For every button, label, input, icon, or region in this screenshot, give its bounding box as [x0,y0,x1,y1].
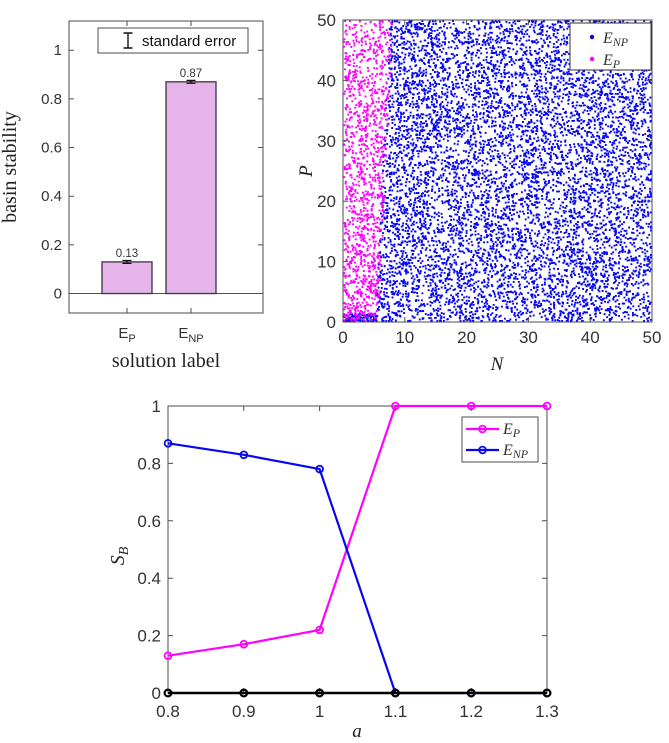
plot-box [68,20,264,314]
series-line-ENP [167,442,547,695]
scatter-legend: ENP EP [569,22,652,71]
ep-point-cloud [343,20,393,322]
y-tick-label: 20 [317,192,336,211]
marker [391,401,400,411]
y-tick-label: 0 [54,286,62,303]
x-tick-label: 50 [643,328,662,347]
x-tick-label: EP [118,325,135,345]
y-tick-label: 0.6 [137,512,161,531]
error-bar-icon [123,32,133,49]
legend-marker-icon [478,424,487,434]
bar-legend: standard error [97,27,249,54]
marker [390,688,400,698]
enp-point-cloud [343,20,652,322]
y-axis-label: basin stability [0,111,21,223]
ep-marker-icon [589,56,595,62]
marker [239,450,249,460]
marker [315,625,324,635]
x-axis-label: N [490,354,505,375]
y-tick-label: 0.8 [41,91,62,108]
marker [163,651,173,661]
x-tick-label: 0.9 [232,702,256,721]
y-tick-label: 10 [317,253,336,272]
y-tick-label: 50 [317,11,336,30]
bar-chart-basin-stability: 0.13 0.87 0 0.2 0.4 0.6 0.8 1 EP ENP solution labe… [0,20,264,372]
marker [163,438,173,448]
marker [466,688,476,698]
x-tick-label: 1.2 [459,702,483,721]
legend-box [461,416,539,463]
x-tick-label: 10 [395,328,414,347]
error-bar [186,79,196,84]
bar-enp [165,81,217,295]
x-tick-label: 1.1 [384,702,408,721]
bar-value-label: 0.13 [116,248,138,260]
legend-label: standard error [142,33,236,50]
y-tick-label: 0.8 [137,454,161,473]
legend-label-ep: EP [602,52,621,71]
x-tick-label: 40 [581,328,600,347]
bar-value-label: 0.87 [180,68,202,80]
y-tick-label: 0.2 [41,237,62,254]
legend-box [97,27,249,54]
marker [163,688,173,698]
x-tick-label: 30 [519,328,538,347]
legend-label-enp: ENP [602,30,629,49]
enp-marker-icon [589,34,595,40]
tick-marks [69,21,263,313]
y-tick-label: 0.4 [41,188,62,205]
y-tick-label: 1 [152,397,161,416]
y-tick-label: 0 [327,313,336,332]
plot-box [342,19,653,323]
marker [239,688,249,698]
y-tick-label: 1 [54,42,62,59]
legend-label-np: ENP [502,442,529,461]
x-tick-label: 0.8 [156,702,180,721]
y-tick-label: 0.2 [137,627,161,646]
x-tick-label: 0 [338,328,347,347]
series-line-EP [167,404,547,657]
legend-box [569,22,652,71]
y-tick-label: 40 [317,71,336,90]
marker [239,639,249,649]
marker [466,401,476,411]
y-tick-label: 30 [317,132,336,151]
x-tick-label: 1 [315,702,324,721]
x-axis-label: solution label [112,350,221,372]
marker [542,688,552,698]
line-legend: EP ENP [461,416,539,463]
scatter-chart-basins: 0 10 20 30 40 50 0 10 20 30 40 50 N P ENP EP [296,11,662,375]
y-tick-label: 0.6 [41,140,62,157]
x-tick-label: 20 [457,328,476,347]
x-tick-label: ENP [178,325,203,345]
y-tick-label: 0 [152,684,161,703]
marker [315,688,325,698]
marker [542,401,552,411]
x-axis-label: a [352,721,362,742]
y-axis-label: P [296,165,317,178]
legend-marker-icon [478,445,487,455]
legend-label-p: EP [502,421,521,440]
y-axis-label: SB [107,546,132,565]
x-tick-label: 1.3 [535,702,559,721]
line-chart-sb-vs-a: 0.8 0.9 1 1.1 1.2 1.3 0 0.2 0.4 0.6 0.8 1 a SB EP ENP [107,397,559,742]
marker [315,464,324,474]
y-tick-label: 0.4 [137,569,161,588]
bar-ep [101,261,153,295]
error-bar [122,259,132,264]
